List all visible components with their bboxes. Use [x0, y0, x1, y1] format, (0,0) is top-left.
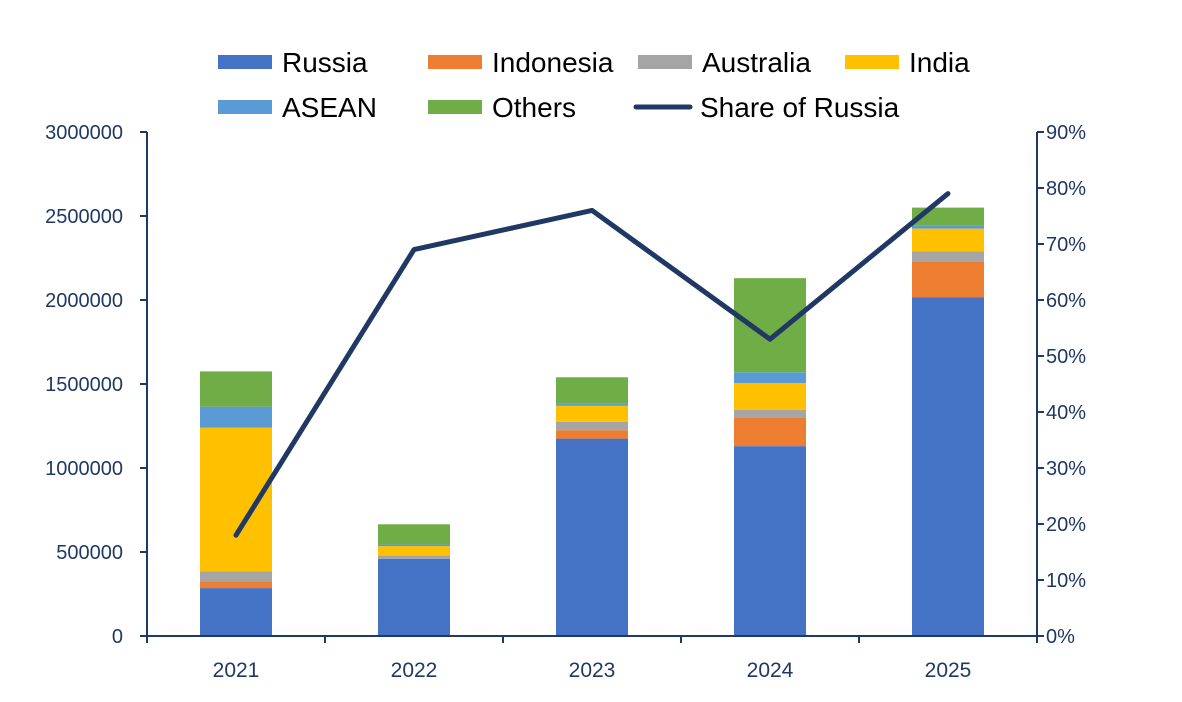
left-tick-label: 1000000: [45, 458, 123, 480]
bar-australia-2023: [556, 421, 628, 431]
share-line-layer: [233, 191, 951, 538]
category-label-2022: 2022: [391, 659, 438, 682]
left-tick-label: 0: [112, 626, 123, 648]
category-label-2021: 2021: [213, 659, 260, 682]
legend-swatch-india: [845, 55, 899, 69]
right-tick-label: 10%: [1046, 570, 1086, 592]
legend-label-others: Others: [492, 92, 576, 123]
category-label-2025: 2025: [925, 659, 972, 682]
bar-russia-2021: [200, 588, 272, 636]
bar-russia-2024: [734, 446, 806, 636]
right-tick-label: 60%: [1046, 290, 1086, 312]
right-tick-label: 80%: [1046, 178, 1086, 200]
bar-india-2023: [556, 405, 628, 422]
right-tick-label: 0%: [1046, 626, 1075, 648]
bar-russia-2023: [556, 438, 628, 636]
right-tick-labels: 0% 10% 20% 30% 40% 50% 60% 70% 80% 90%: [1046, 122, 1086, 648]
bars: [200, 207, 984, 636]
bar-australia-2025: [912, 251, 984, 262]
legend-label-share-of-russia: Share of Russia: [700, 92, 900, 123]
legend-swatch-indonesia: [428, 55, 482, 69]
bar-asean-2023: [556, 403, 628, 406]
legend-label-indonesia: Indonesia: [492, 47, 614, 78]
bar-indonesia-2021: [200, 581, 272, 589]
legend-label-india: India: [909, 47, 970, 78]
bar-indonesia-2024: [734, 417, 806, 447]
legend-swatch-asean: [218, 100, 272, 114]
category-label-2023: 2023: [569, 659, 616, 682]
bar-asean-2022: [378, 544, 450, 547]
bar-others-2023: [556, 377, 628, 404]
legend-swatch-others: [428, 100, 482, 114]
bar-australia-2021: [200, 571, 272, 582]
legend-label-asean: ASEAN: [282, 92, 377, 123]
bar-russia-2022: [378, 558, 450, 636]
bar-indonesia-2023: [556, 430, 628, 439]
right-tick-label: 70%: [1046, 234, 1086, 256]
right-tick-label: 50%: [1046, 346, 1086, 368]
right-tick-label: 30%: [1046, 458, 1086, 480]
legend-label-australia: Australia: [702, 47, 811, 78]
legend-swatch-australia: [638, 55, 692, 69]
left-tick-label: 1500000: [45, 374, 123, 396]
category-labels: 2021 2022 2023 2024 2025: [213, 659, 972, 682]
left-tick-labels: 0 500000 1000000 1500000 2000000 2500000 30000…: [45, 122, 123, 648]
left-tick-label: 3000000: [45, 122, 123, 144]
legend-swatch-russia: [218, 55, 272, 69]
bar-india-2021: [200, 427, 272, 572]
bar-asean-2024: [734, 372, 806, 384]
legend: Russia Indonesia Australia India ASEAN Others…: [218, 47, 970, 123]
bar-india-2022: [378, 546, 450, 556]
left-tick-label: 2500000: [45, 206, 123, 228]
bar-asean-2025: [912, 225, 984, 229]
right-tick-label: 20%: [1046, 514, 1086, 536]
bar-others-2022: [378, 524, 450, 545]
share-of-russia-line: [233, 191, 951, 538]
left-tick-label: 2000000: [45, 290, 123, 312]
category-label-2024: 2024: [747, 659, 794, 682]
bar-russia-2025: [912, 297, 984, 636]
right-tick-label: 40%: [1046, 402, 1086, 424]
legend-label-russia: Russia: [282, 47, 368, 78]
bar-india-2024: [734, 383, 806, 411]
bar-others-2025: [912, 207, 984, 226]
left-tick-label: 500000: [56, 542, 123, 564]
bar-asean-2021: [200, 406, 272, 428]
bar-indonesia-2025: [912, 261, 984, 298]
bar-others-2021: [200, 371, 272, 407]
bar-others-2024: [734, 278, 806, 373]
bar-india-2025: [912, 228, 984, 252]
bar-australia-2022: [378, 555, 450, 559]
right-tick-label: 90%: [1046, 122, 1086, 144]
bar-australia-2024: [734, 410, 806, 418]
axes: [140, 131, 1044, 643]
